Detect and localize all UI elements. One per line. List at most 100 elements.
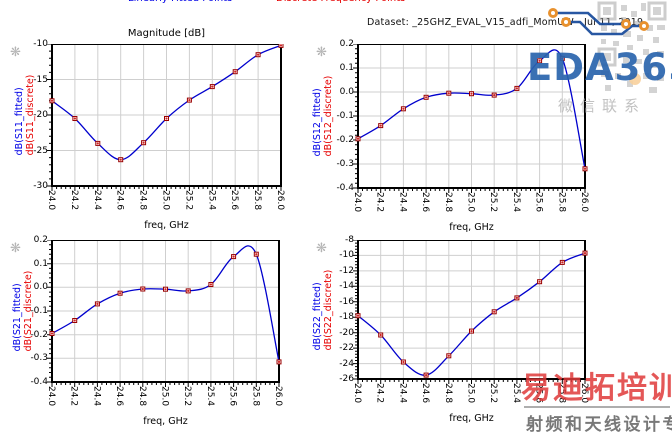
x-tick-label: 24.6 xyxy=(114,190,125,211)
series-label-fitted: dB(S11_fitted) xyxy=(14,87,25,156)
axis-border xyxy=(357,44,586,189)
data-point-dot xyxy=(96,302,99,305)
tagline-watermark: 射频和天线设计专家 xyxy=(526,415,672,435)
x-tick-label: 25.6 xyxy=(533,192,544,213)
y-tick-label: -0.3 xyxy=(336,159,354,169)
series-label-fitted: dB(S12_fitted) xyxy=(312,88,323,157)
x-tick-label: 25.8 xyxy=(250,386,261,407)
grid-lines xyxy=(358,240,585,379)
data-point-dot xyxy=(447,354,450,357)
x-tick-label: 25.4 xyxy=(510,383,521,404)
axis-border xyxy=(357,240,586,380)
mascot-dot xyxy=(629,73,641,85)
data-point-dot xyxy=(211,85,214,88)
y-tick-label: -0.4 xyxy=(30,377,48,387)
data-point-dot xyxy=(279,44,283,47)
series-labels-S21: dB(S21_fitted) dB(S21_discrete) xyxy=(12,271,34,352)
data-point-dot xyxy=(538,280,541,283)
x-tick-label: 24.0 xyxy=(352,192,362,213)
data-point-dot xyxy=(447,92,450,95)
data-point-dot xyxy=(50,99,54,102)
x-tick-label: 24.4 xyxy=(397,383,408,404)
via-pads xyxy=(548,8,649,31)
y-tick-label: -24 xyxy=(339,358,354,369)
chart-svg-S11[interactable] xyxy=(45,44,288,193)
x-axis-title: freq, GHz xyxy=(449,413,494,424)
data-point-dot xyxy=(187,289,190,292)
series-label-discrete: dB(S21_discrete) xyxy=(23,270,34,352)
x-tick-label: 24.2 xyxy=(68,386,79,407)
x-tick-label: 25.2 xyxy=(183,190,194,211)
chart-title: Magnitude [dB] xyxy=(127,28,206,39)
data-point-dot xyxy=(142,141,145,144)
data-point-dot xyxy=(402,107,405,110)
chart-svg-S22[interactable] xyxy=(351,240,592,386)
x-tick-label: 25.2 xyxy=(182,386,193,407)
y-tick-label: 0.2 xyxy=(33,235,48,245)
data-point-dot xyxy=(470,330,473,333)
x-tick-label: 25.6 xyxy=(533,383,544,404)
x-tick-label: 25.4 xyxy=(510,192,521,213)
series-labels-S11: dB(S11_fitted) dB(S11_discrete) xyxy=(14,75,36,156)
x-tick-label: 24.8 xyxy=(442,383,453,404)
eda365-logo: EDA365 xyxy=(527,46,672,89)
x-tick-label: 25.6 xyxy=(227,386,238,407)
data-point-dot xyxy=(73,117,76,120)
y-tick-label: -22 xyxy=(339,343,354,354)
chart-svg-S12[interactable] xyxy=(351,44,592,195)
x-tick-label: 25.2 xyxy=(488,383,499,404)
data-point-dot xyxy=(515,296,518,299)
data-point-dot xyxy=(379,333,382,337)
y-tick-label: 0.1 xyxy=(33,258,48,269)
data-point-dot xyxy=(141,287,144,291)
data-point-dot xyxy=(379,124,382,127)
plot-sun-icon: ❋ xyxy=(316,241,327,256)
series-labels-S22: dB(S22_fitted) dB(S22_discrete) xyxy=(312,269,334,350)
data-point-dot xyxy=(232,255,235,258)
grid-lines xyxy=(52,44,281,186)
chart-plot-S11[interactable] xyxy=(45,44,288,193)
x-tick-label: 25.8 xyxy=(252,190,263,211)
axis-ticks xyxy=(353,240,586,384)
data-point-dot xyxy=(255,253,258,256)
x-tick-label: 24.4 xyxy=(91,386,102,407)
y-tick-label: -14 xyxy=(339,281,354,292)
chart-plot-S12[interactable] xyxy=(351,44,592,195)
chart-plot-S22[interactable] xyxy=(351,240,592,386)
x-tick-label: 25.4 xyxy=(204,386,215,407)
series-label-fitted: dB(S21_fitted) xyxy=(12,283,23,352)
series-label-discrete: dB(S11_discrete) xyxy=(25,74,36,156)
x-tick-label: 24.8 xyxy=(442,192,453,213)
chart-plot-S21[interactable] xyxy=(45,240,286,389)
data-point-dot xyxy=(73,319,76,322)
data-point-dot xyxy=(425,96,428,99)
series-label-discrete: dB(S22_discrete) xyxy=(323,269,334,350)
y-tick-label: -0.1 xyxy=(336,111,354,121)
data-point-dot xyxy=(583,167,587,170)
y-tick-label: -0.4 xyxy=(336,183,354,193)
data-point-dot xyxy=(515,87,518,90)
y-tick-label: 0.1 xyxy=(339,63,354,73)
x-tick-label: 24.2 xyxy=(374,192,385,213)
y-tick-label: 0.2 xyxy=(339,39,354,49)
y-tick-label: -15 xyxy=(33,74,48,85)
data-point-dot xyxy=(402,360,405,364)
x-tick-label: 25.0 xyxy=(465,383,476,404)
x-tick-label: 24.8 xyxy=(137,190,148,211)
data-point-dot xyxy=(538,59,541,62)
y-tick-label: -0.3 xyxy=(30,353,48,364)
x-tick-label: 24.2 xyxy=(374,383,385,404)
data-point-dot xyxy=(356,137,360,140)
x-tick-label: 24.2 xyxy=(68,190,79,211)
plot-sun-icon: ❋ xyxy=(316,45,327,60)
y-tick-label: 0.0 xyxy=(33,282,48,293)
legend-discrete-points: Discrete Frequency Points xyxy=(276,0,405,4)
chart-svg-S21[interactable] xyxy=(45,240,286,389)
x-tick-label: 25.8 xyxy=(556,383,567,404)
data-point-dot xyxy=(493,310,496,313)
x-tick-label: 25.8 xyxy=(556,192,567,213)
x-tick-label: 25.0 xyxy=(465,192,476,213)
axis-border xyxy=(51,44,282,187)
y-tick-label: -20 xyxy=(339,327,354,338)
